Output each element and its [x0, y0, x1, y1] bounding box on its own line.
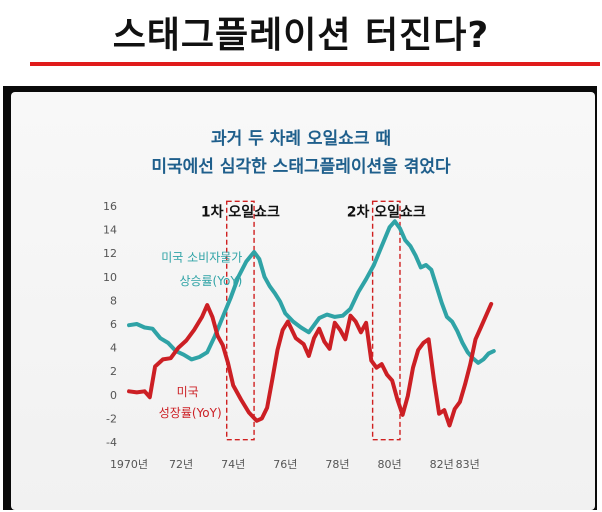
y-tick-label: -4 — [106, 436, 117, 449]
x-tick-label: 82년 — [430, 458, 454, 471]
oil-shock-label: 2차 오일쇼크 — [347, 204, 426, 220]
title-underline — [30, 62, 600, 66]
y-tick-label: 4 — [110, 342, 117, 355]
y-tick-label: 12 — [103, 247, 117, 260]
oil-shock-markers: 1차 오일쇼크 2차 오일쇼크 — [201, 200, 426, 441]
chart-slide: 과거 두 차례 오일쇼크 때 미국에선 심각한 스태그플레이션을 겪었다 16 1… — [11, 92, 595, 510]
y-tick-label: 8 — [110, 294, 117, 307]
gdp-series-label-line2: 성장률(YoY) — [159, 406, 222, 420]
y-tick-label: 0 — [110, 389, 117, 402]
cpi-series-label-line2: 상승률(YoY) — [179, 274, 242, 288]
page-title: 스태그플레이션 터진다? — [112, 15, 490, 56]
y-tick-label: 16 — [103, 200, 117, 213]
chart-title-line2: 미국에선 심각한 스태그플레이션을 겪었다 — [151, 156, 451, 177]
x-axis: 1970년 72년 74년 76년 78년 80년 82년 83년 — [110, 458, 480, 471]
oil-shock-label: 1차 오일쇼크 — [201, 204, 280, 220]
y-axis: 16 14 12 10 8 6 4 2 0 -2 -4 — [103, 200, 117, 449]
plot-lines — [127, 219, 496, 428]
x-tick-label: 78년 — [325, 458, 349, 471]
x-tick-label: 80년 — [378, 458, 402, 471]
x-tick-label: 72년 — [169, 458, 193, 471]
x-tick-label: 1970년 — [110, 458, 148, 471]
x-tick-label: 76년 — [273, 458, 297, 471]
gdp-series-label-line1: 미국 — [177, 385, 199, 399]
y-tick-label: 6 — [110, 318, 117, 331]
chart-title-line1: 과거 두 차례 오일쇼크 때 — [211, 129, 391, 149]
y-tick-label: 10 — [103, 271, 117, 284]
x-tick-label: 83년 — [456, 458, 480, 471]
oil-shock-box — [226, 200, 255, 441]
cpi-series-label-line1: 미국 소비자물가 — [161, 250, 242, 264]
x-tick-label: 74년 — [221, 458, 245, 471]
cpi-series-line — [127, 219, 496, 365]
oil-shock-box — [371, 200, 401, 441]
y-tick-label: 14 — [103, 224, 117, 237]
y-tick-label: -2 — [106, 412, 117, 425]
gdp-series-line — [127, 301, 494, 428]
stagflation-chart: 과거 두 차례 오일쇼크 때 미국에선 심각한 스태그플레이션을 겪었다 161… — [103, 129, 496, 471]
y-tick-label: 2 — [110, 365, 117, 378]
